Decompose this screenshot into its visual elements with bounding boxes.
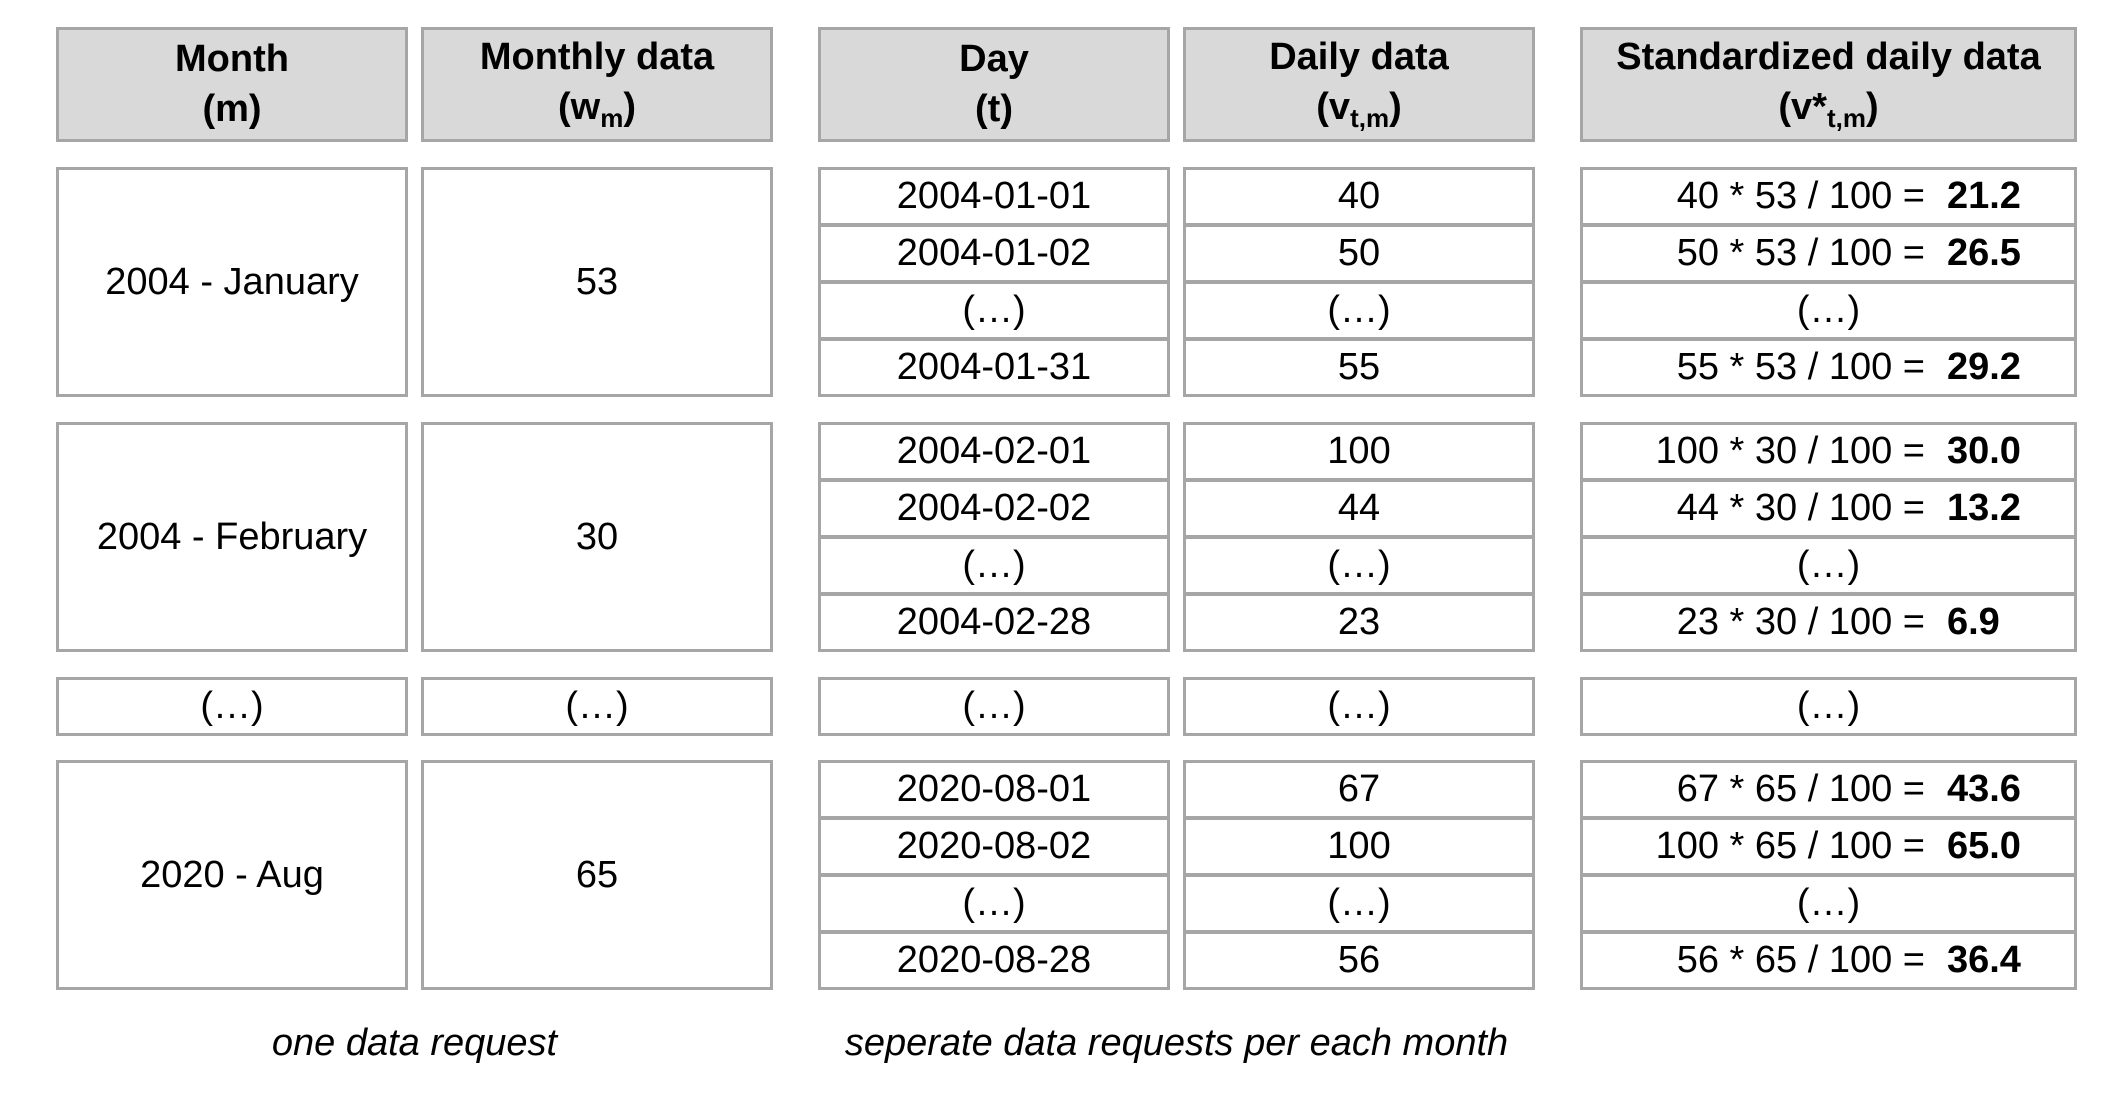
standardized-cell: 40 * 53 / 100 = 21.2: [1580, 167, 2077, 226]
day-cell: 2004-02-02: [818, 479, 1170, 538]
day-cell: 2020-08-28: [818, 931, 1170, 990]
calc-result: 43.6: [1946, 768, 2021, 810]
day-cell: (…): [818, 874, 1170, 933]
daily-data-cell: 55: [1183, 338, 1535, 397]
calc-expression: 67 * 65 / 100 =: [1676, 768, 1925, 810]
day-cell: (…): [818, 536, 1170, 595]
ellipsis-cell: (…): [421, 677, 773, 736]
standardized-cell: 44 * 30 / 100 = 13.2: [1580, 479, 2077, 538]
standardized-cell: (…): [1580, 874, 2077, 933]
header-day-symbol: (t): [975, 87, 1013, 130]
standardized-cell: 100 * 30 / 100 = 30.0: [1580, 422, 2077, 481]
calc-expression: 40 * 53 / 100 =: [1676, 175, 1925, 217]
calc-expression: 55 * 53 / 100 =: [1676, 346, 1925, 388]
daily-data-cell: 67: [1183, 760, 1535, 819]
header-daily-symbol: (vt,m): [1316, 85, 1402, 133]
header-monthly-symbol: (wm): [558, 85, 636, 133]
day-cell: 2004-01-01: [818, 167, 1170, 226]
header-monthly-data: Monthly data (wm): [421, 27, 773, 142]
header-monthly-title: Monthly data: [479, 36, 715, 79]
day-cell: (…): [818, 281, 1170, 340]
ellipsis-cell: (…): [818, 677, 1170, 736]
daily-data-cell: 23: [1183, 593, 1535, 652]
calc-result: 30.0: [1946, 430, 2021, 472]
daily-data-cell: 44: [1183, 479, 1535, 538]
ellipsis-cell: (…): [1580, 677, 2077, 736]
day-cell: 2004-02-01: [818, 422, 1170, 481]
standardized-cell: 56 * 65 / 100 = 36.4: [1580, 931, 2077, 990]
standardized-cell: (…): [1580, 536, 2077, 595]
calc-result: 6.9: [1946, 601, 2000, 643]
header-daily-data: Daily data (vt,m): [1183, 27, 1535, 142]
calc-expression: 50 * 53 / 100 =: [1676, 232, 1925, 274]
daily-data-cell: 100: [1183, 422, 1535, 481]
daily-data-cell: (…): [1183, 281, 1535, 340]
day-cell: 2004-01-02: [818, 224, 1170, 283]
standardized-cell: 55 * 53 / 100 = 29.2: [1580, 338, 2077, 397]
daily-data-cell: 56: [1183, 931, 1535, 990]
standardized-cell: 50 * 53 / 100 = 26.5: [1580, 224, 2077, 283]
calc-result: 65.0: [1946, 825, 2021, 867]
ellipsis-cell: (…): [56, 677, 408, 736]
standardized-cell: (…): [1580, 281, 2077, 340]
calc-expression: 23 * 30 / 100 =: [1676, 601, 1925, 643]
calc-result: 13.2: [1946, 487, 2021, 529]
day-cell: 2004-02-28: [818, 593, 1170, 652]
month-cell: 2004 - January: [56, 167, 408, 397]
calc-expression: 56 * 65 / 100 =: [1676, 939, 1925, 981]
daily-data-cell: 100: [1183, 817, 1535, 876]
calc-expression: 100 * 65 / 100 =: [1655, 825, 1925, 867]
calc-expression: 100 * 30 / 100 =: [1655, 430, 1925, 472]
monthly-data-cell: 53: [421, 167, 773, 397]
header-daily-title: Daily data: [1269, 36, 1449, 79]
daily-data-cell: (…): [1183, 874, 1535, 933]
note-separate-requests: seperate data requests per each month: [844, 1022, 1509, 1064]
month-cell: 2020 - Aug: [56, 760, 408, 990]
ellipsis-cell: (…): [1183, 677, 1535, 736]
day-cell: 2020-08-02: [818, 817, 1170, 876]
monthly-data-cell: 65: [421, 760, 773, 990]
day-cell: 2020-08-01: [818, 760, 1170, 819]
daily-data-cell: 50: [1183, 224, 1535, 283]
calc-result: 26.5: [1946, 232, 2021, 274]
header-month-symbol: (m): [202, 87, 262, 130]
calc-result: 29.2: [1946, 346, 2021, 388]
daily-data-cell: (…): [1183, 536, 1535, 595]
month-cell: 2004 - February: [56, 422, 408, 652]
standardized-cell: 67 * 65 / 100 = 43.6: [1580, 760, 2077, 819]
header-standardized-title: Standardized daily data: [1616, 36, 2041, 79]
standardized-cell: 100 * 65 / 100 = 65.0: [1580, 817, 2077, 876]
monthly-data-cell: 30: [421, 422, 773, 652]
calc-result: 21.2: [1946, 175, 2021, 217]
header-month: Month (m): [56, 27, 408, 142]
standardized-cell: 23 * 30 / 100 = 6.9: [1580, 593, 2077, 652]
calc-expression: 44 * 30 / 100 =: [1676, 487, 1925, 529]
header-standardized-daily-data: Standardized daily data (v*t,m): [1580, 27, 2077, 142]
daily-data-cell: 40: [1183, 167, 1535, 226]
header-month-title: Month: [175, 38, 289, 81]
day-cell: 2004-01-31: [818, 338, 1170, 397]
header-day: Day (t): [818, 27, 1170, 142]
calc-result: 36.4: [1946, 939, 2021, 981]
header-day-title: Day: [959, 38, 1029, 81]
note-one-data-request: one data request: [271, 1022, 558, 1064]
header-standardized-symbol: (v*t,m): [1778, 85, 1879, 133]
